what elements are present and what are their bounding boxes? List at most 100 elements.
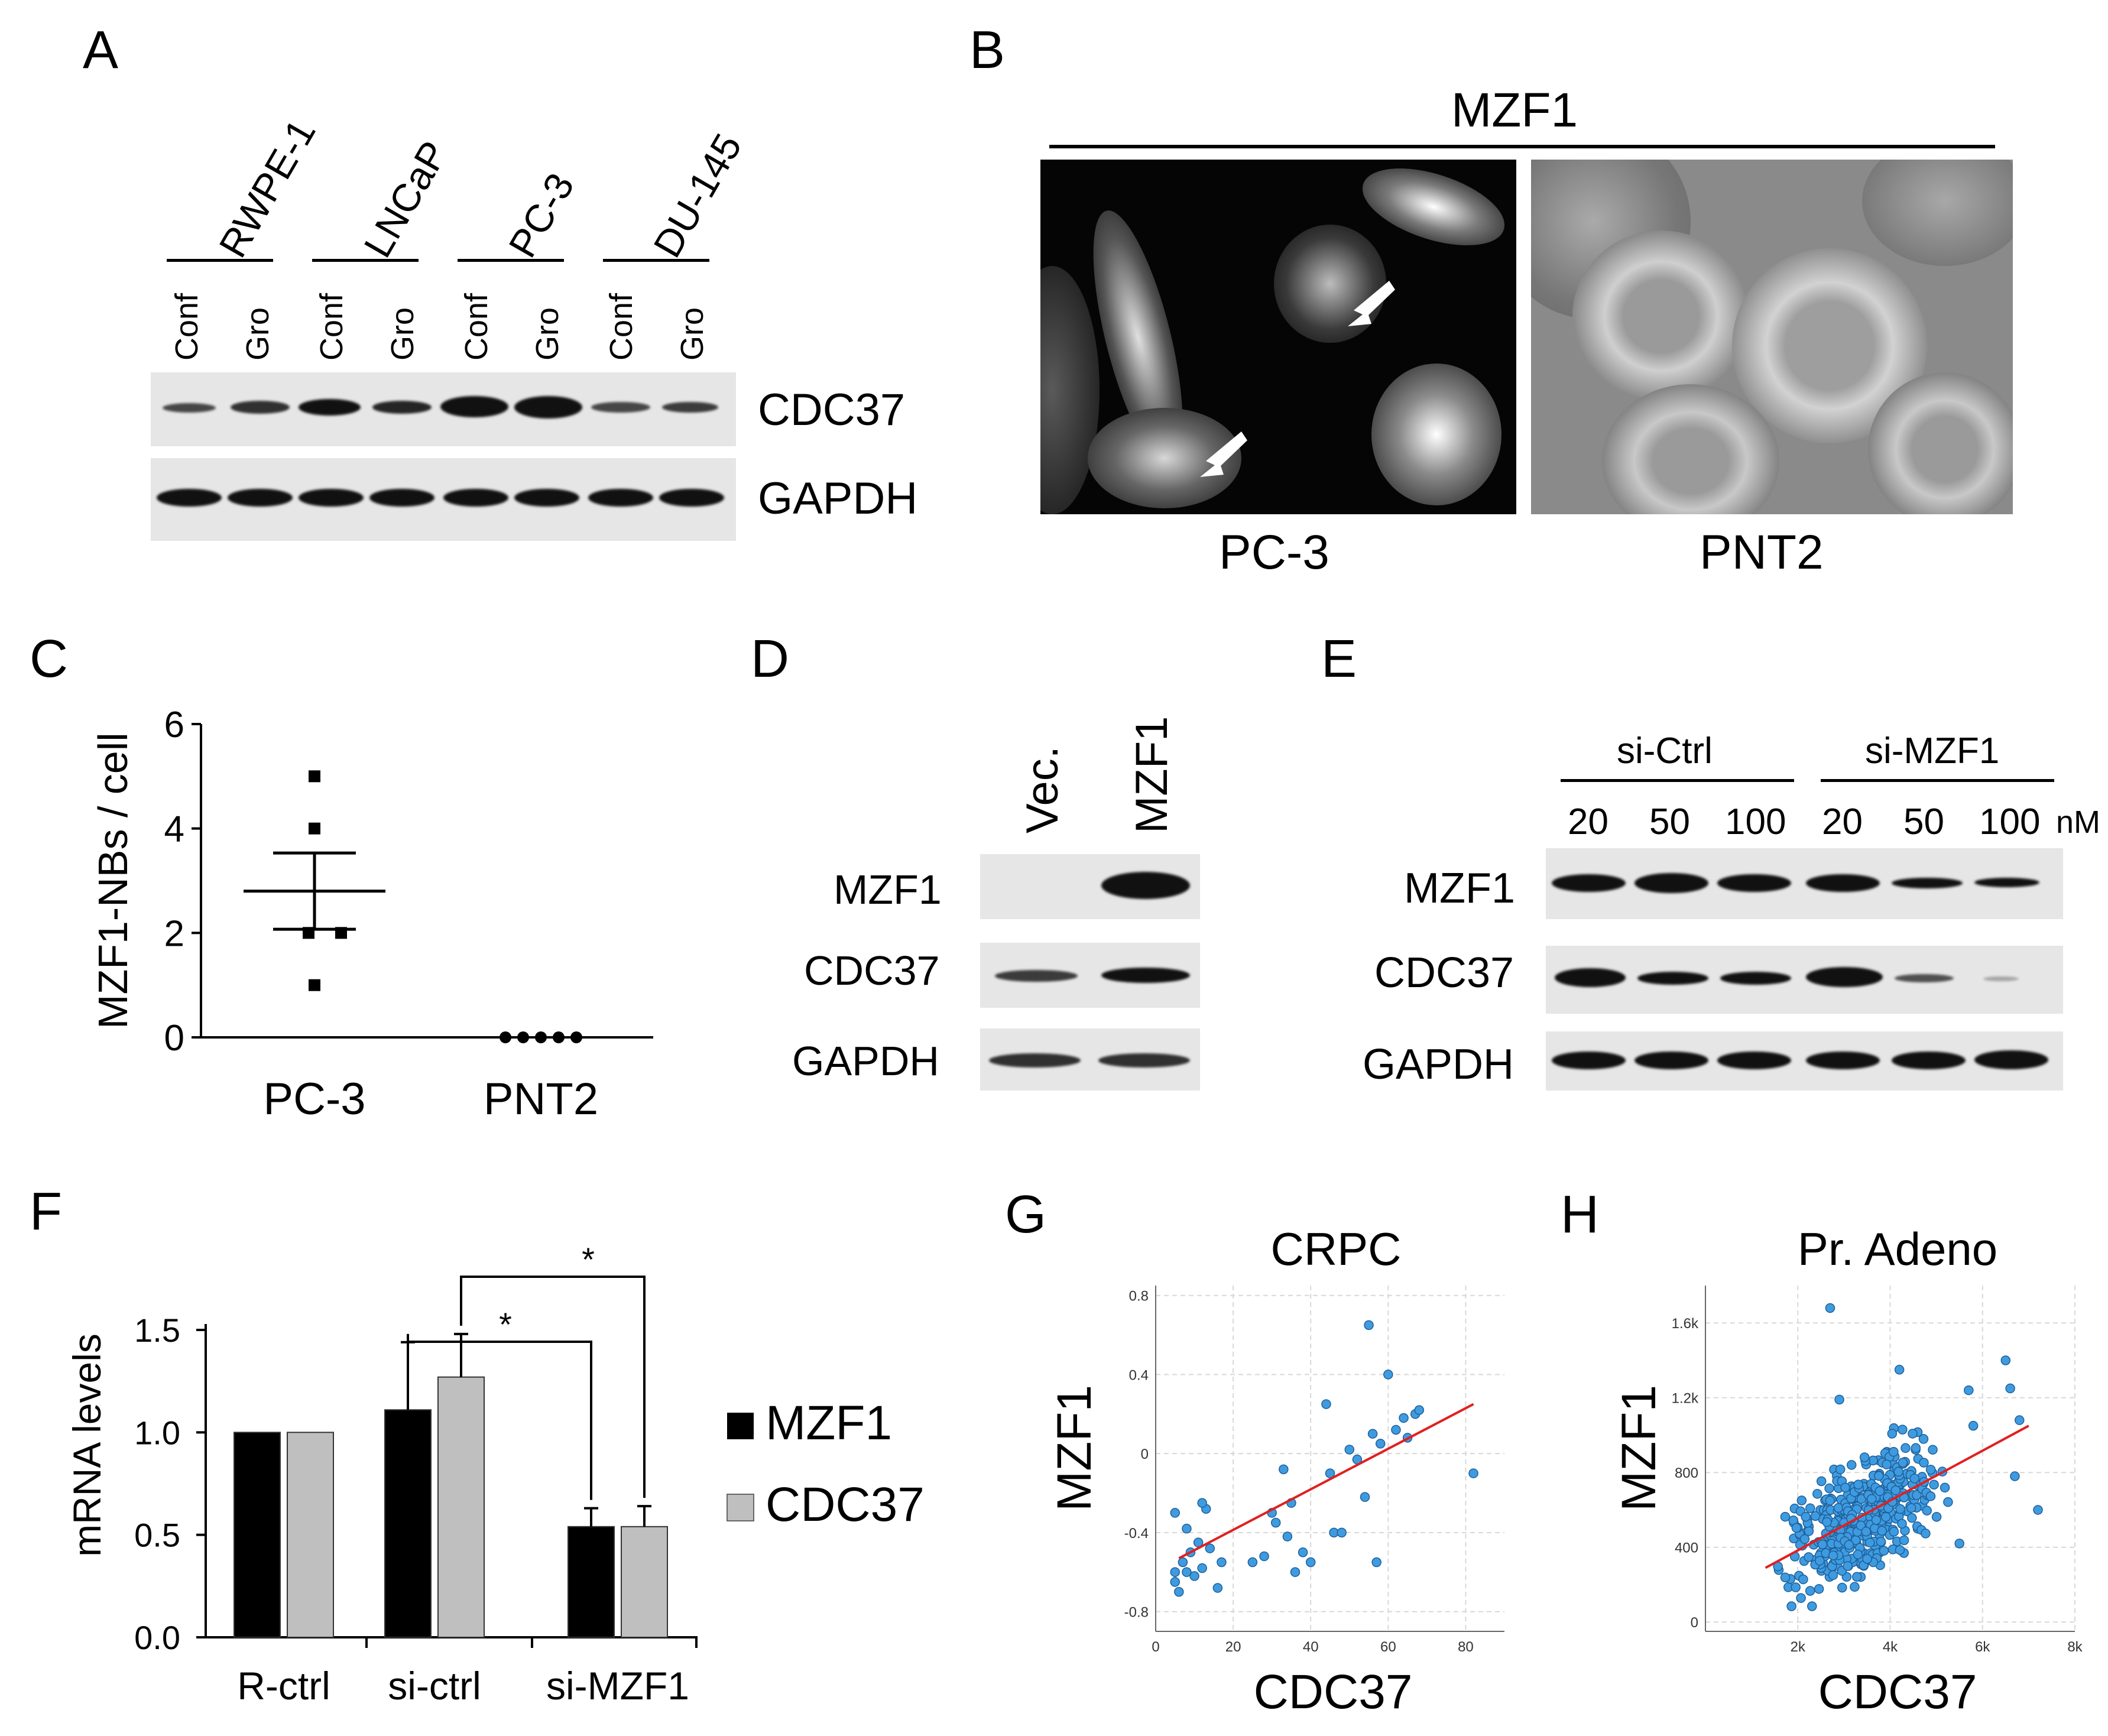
- y-tick-label: 0.5: [134, 1517, 180, 1554]
- data-point: [1344, 1445, 1355, 1455]
- bar-mzf1: [233, 1432, 281, 1638]
- data-point: [1182, 1567, 1192, 1577]
- data-point: [1367, 1429, 1378, 1439]
- y-tick-label: 2: [164, 913, 184, 954]
- dose-label: 50: [1649, 802, 1690, 842]
- data-point: [1780, 1511, 1791, 1522]
- condition-label: Conf: [459, 293, 494, 361]
- condition-label: Conf: [169, 293, 205, 361]
- legend-swatch-cdc37: [727, 1494, 754, 1521]
- data-point: [1197, 1563, 1207, 1573]
- y-tick-label: 4: [164, 809, 184, 850]
- data-point: [1925, 1465, 1936, 1475]
- data-point: [1383, 1370, 1393, 1380]
- data-point: [1182, 1523, 1192, 1534]
- data-point: [1804, 1552, 1814, 1562]
- data-point: [309, 822, 320, 835]
- arrow-icon: [1348, 281, 1395, 326]
- gapdh-blot: [1546, 1031, 2063, 1091]
- data-point: [1879, 1546, 1889, 1556]
- panel-c-chart: MZF1-NBs / cell 0 2 4 6 PC-3 PNT2: [90, 705, 653, 1124]
- data-point: [1851, 1572, 1862, 1582]
- data-point: [1928, 1445, 1938, 1455]
- panel-label-a: A: [83, 21, 119, 80]
- condition-label: Gro: [530, 307, 565, 361]
- data-point: [1895, 1504, 1905, 1514]
- data-point: [1880, 1512, 1891, 1522]
- cell-line-label: DU-145: [644, 126, 750, 265]
- mzf1-blot: [980, 854, 1200, 919]
- data-point: [1859, 1452, 1870, 1462]
- data-point: [1298, 1547, 1308, 1557]
- data-point: [1862, 1554, 1872, 1564]
- x-tick-label: si-MZF1: [546, 1664, 689, 1708]
- condition-label: Gro: [385, 307, 420, 361]
- data-point: [1929, 1479, 1939, 1490]
- data-point: [1907, 1513, 1917, 1523]
- cdc37-blot: [1546, 946, 2063, 1014]
- cell-line-label: PC-3: [500, 166, 583, 265]
- panel-h-chart: Pr. Adeno MZF1 CDC37 0 400 800 1.2k 1.6k 2k 4k…: [1614, 1223, 2083, 1719]
- x-tick-label: 6k: [1975, 1639, 1990, 1655]
- data-point: [1816, 1476, 1827, 1487]
- lane-label: MZF1: [1127, 716, 1177, 833]
- data-point: [1791, 1523, 1802, 1533]
- x-tick-label: 0: [1152, 1639, 1159, 1655]
- panel-label-e: E: [1321, 629, 1357, 689]
- significance-bracket: [407, 1333, 592, 1500]
- significance-mark: *: [582, 1241, 595, 1278]
- cdc37-blot: [151, 372, 736, 446]
- y-tick-label: 0: [1141, 1446, 1149, 1462]
- blot-label: MZF1: [1404, 865, 1515, 912]
- blot-label: CDC37: [758, 385, 906, 435]
- pc3-micrograph: [1040, 160, 1516, 514]
- data-point: [1259, 1551, 1269, 1562]
- data-point: [1846, 1460, 1857, 1470]
- data-point: [1468, 1468, 1478, 1478]
- data-point: [553, 1031, 565, 1043]
- data-point: [1391, 1425, 1401, 1435]
- data-point: [1853, 1549, 1863, 1560]
- data-point: [1325, 1468, 1335, 1478]
- data-point: [1901, 1443, 1911, 1453]
- bar-cdc37: [621, 1526, 668, 1638]
- mzf1-blot: [1546, 848, 2063, 919]
- blot-label: GAPDH: [792, 1038, 939, 1084]
- data-point: [1843, 1561, 1853, 1571]
- data-point: [1931, 1512, 1942, 1522]
- data-point: [1887, 1429, 1898, 1439]
- data-point: [1871, 1515, 1882, 1525]
- data-point: [1882, 1459, 1892, 1469]
- data-point: [1804, 1526, 1814, 1536]
- dose-label: 20: [1568, 802, 1608, 842]
- data-point: [1305, 1557, 1316, 1568]
- blot-label: MZF1: [834, 867, 942, 913]
- data-point: [1856, 1520, 1866, 1531]
- y-axis-label: MZF1: [1614, 1385, 1666, 1511]
- y-axis-label: MZF1-NBs / cell: [90, 732, 136, 1029]
- dose-label: 100: [1979, 802, 2041, 842]
- data-point: [1889, 1446, 1899, 1457]
- y-tick-label: 1.5: [134, 1312, 180, 1349]
- y-tick-label: 1.2k: [1672, 1391, 1699, 1407]
- data-point: [1898, 1425, 1908, 1435]
- x-axis-label: CDC37: [1254, 1665, 1413, 1719]
- x-tick-label: 8k: [2067, 1639, 2083, 1655]
- y-tick-label: 0: [164, 1018, 184, 1059]
- data-point: [1805, 1503, 1815, 1513]
- data-point: [1922, 1505, 1932, 1516]
- arrow-icon: [1200, 431, 1247, 477]
- data-point: [1889, 1526, 1899, 1537]
- y-tick-label: 400: [1675, 1540, 1698, 1556]
- chart-title: Pr. Adeno: [1798, 1223, 1997, 1275]
- x-tick-label: 40: [1303, 1639, 1319, 1655]
- data-point: [1807, 1601, 1817, 1611]
- y-tick-label: 0.8: [1129, 1289, 1149, 1305]
- data-point: [1189, 1571, 1199, 1581]
- data-point: [1865, 1537, 1875, 1548]
- x-tick-label: 2k: [1791, 1639, 1806, 1655]
- data-point: [1861, 1526, 1871, 1537]
- data-point: [1911, 1443, 1921, 1453]
- group-bracket: [458, 259, 564, 262]
- y-tick-label: 0.0: [134, 1619, 180, 1656]
